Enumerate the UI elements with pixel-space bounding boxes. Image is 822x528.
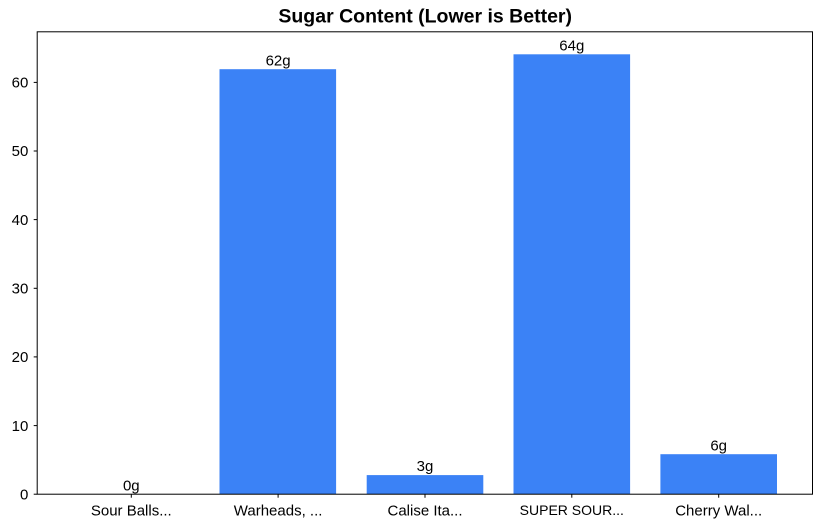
svg-text:62g: 62g [266, 53, 291, 70]
svg-text:50: 50 [12, 143, 29, 160]
svg-text:Sugar Content (Lower is Better: Sugar Content (Lower is Better) [278, 6, 572, 28]
svg-text:0g: 0g [123, 478, 140, 495]
svg-text:10: 10 [12, 418, 29, 435]
svg-text:20: 20 [12, 349, 29, 366]
svg-text:0: 0 [20, 486, 28, 503]
svg-text:Cherry Wal...: Cherry Wal... [675, 502, 762, 519]
svg-text:Calise Ita...: Calise Ita... [387, 502, 462, 519]
svg-text:SUPER SOUR...: SUPER SOUR... [520, 502, 624, 518]
svg-text:64g: 64g [559, 38, 584, 55]
svg-text:Warheads, ...: Warheads, ... [234, 502, 323, 519]
svg-text:Sour Balls...: Sour Balls... [91, 502, 172, 519]
svg-text:60: 60 [12, 75, 29, 92]
svg-text:30: 30 [12, 281, 29, 298]
svg-text:6g: 6g [710, 437, 727, 454]
svg-text:40: 40 [12, 212, 29, 229]
svg-text:3g: 3g [417, 458, 434, 475]
